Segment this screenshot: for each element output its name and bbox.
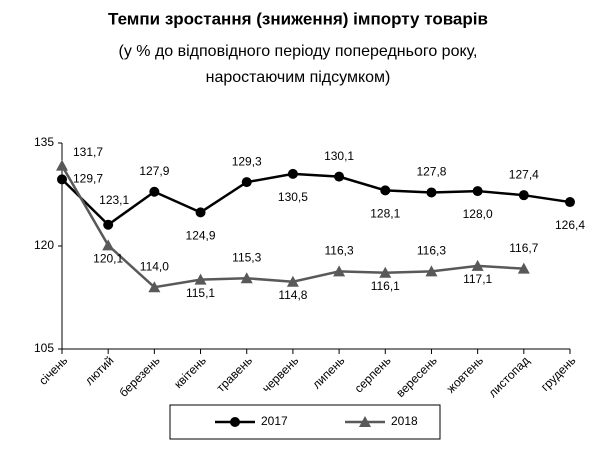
x-tick-label: квітень	[171, 353, 209, 391]
y-tick-label: 120	[34, 238, 54, 252]
x-tick-label: серпень	[352, 353, 394, 395]
point	[471, 259, 484, 271]
point	[57, 174, 67, 185]
data-label: 117,1	[463, 272, 492, 286]
data-label: 116,7	[509, 241, 538, 255]
point	[103, 219, 114, 230]
data-label: 116,3	[325, 244, 354, 258]
x-tick-label: березень	[116, 353, 162, 399]
x-tick-label: січень	[36, 353, 70, 387]
point	[230, 417, 240, 427]
data-label: 129,7	[73, 172, 103, 186]
chart-title: Темпи зростання (зниження) імпорту товар…	[108, 9, 488, 28]
x-tick-label: вересень	[393, 353, 440, 400]
legend-label: 2018	[391, 414, 418, 428]
y-tick-label: 135	[34, 135, 54, 149]
point	[359, 416, 371, 427]
data-label: 116,3	[417, 244, 446, 258]
point	[287, 168, 298, 179]
x-tick-label: травень	[214, 353, 255, 394]
point	[380, 185, 391, 196]
data-label: 124,9	[186, 229, 216, 243]
data-label: 130,5	[278, 190, 308, 204]
data-label: 115,1	[186, 286, 215, 300]
point	[241, 177, 252, 188]
chart-subtitle: (у % до відповідного періоду попередньог…	[119, 43, 478, 86]
x-tick-label: лютий	[82, 353, 116, 387]
point	[379, 266, 392, 278]
point	[426, 187, 437, 198]
point	[565, 197, 575, 208]
point	[149, 186, 160, 197]
data-label: 131,7	[73, 145, 103, 159]
point	[148, 281, 161, 293]
data-label: 114,0	[140, 259, 169, 273]
series-line	[60, 165, 524, 289]
legend-box	[169, 404, 441, 440]
point	[56, 159, 68, 171]
series-line	[61, 172, 571, 227]
point	[518, 190, 529, 201]
point	[333, 265, 346, 277]
point	[194, 273, 207, 285]
y-tick-label: 105	[34, 341, 54, 355]
x-tick-label: грудень	[538, 353, 578, 393]
point	[286, 275, 299, 287]
point	[240, 272, 253, 284]
data-label: 128,1	[370, 207, 400, 221]
data-label: 115,3	[232, 250, 261, 264]
data-label: 114,8	[278, 288, 307, 302]
data-label: 127,8	[416, 165, 446, 179]
point	[425, 265, 438, 277]
data-label: 127,4	[509, 167, 539, 181]
point	[102, 239, 115, 251]
x-tick-label: жовтень	[444, 353, 486, 395]
data-label: 127,9	[139, 164, 169, 178]
data-label: 129,3	[232, 154, 262, 168]
x-tick-label: липень	[309, 353, 347, 391]
x-tick-label: листопад	[486, 353, 533, 400]
point	[195, 207, 206, 218]
data-label: 128,0	[463, 207, 493, 221]
data-label: 126,4	[555, 218, 585, 232]
legend-label: 2017	[261, 414, 288, 428]
data-label: 116,1	[371, 279, 400, 293]
x-tick-label: червень	[259, 353, 301, 395]
data-label: 130,1	[324, 149, 354, 163]
point	[472, 186, 483, 197]
data-label: 120,1	[93, 251, 123, 265]
data-label: 123,1	[99, 193, 129, 207]
point	[517, 262, 530, 274]
point	[334, 171, 345, 182]
